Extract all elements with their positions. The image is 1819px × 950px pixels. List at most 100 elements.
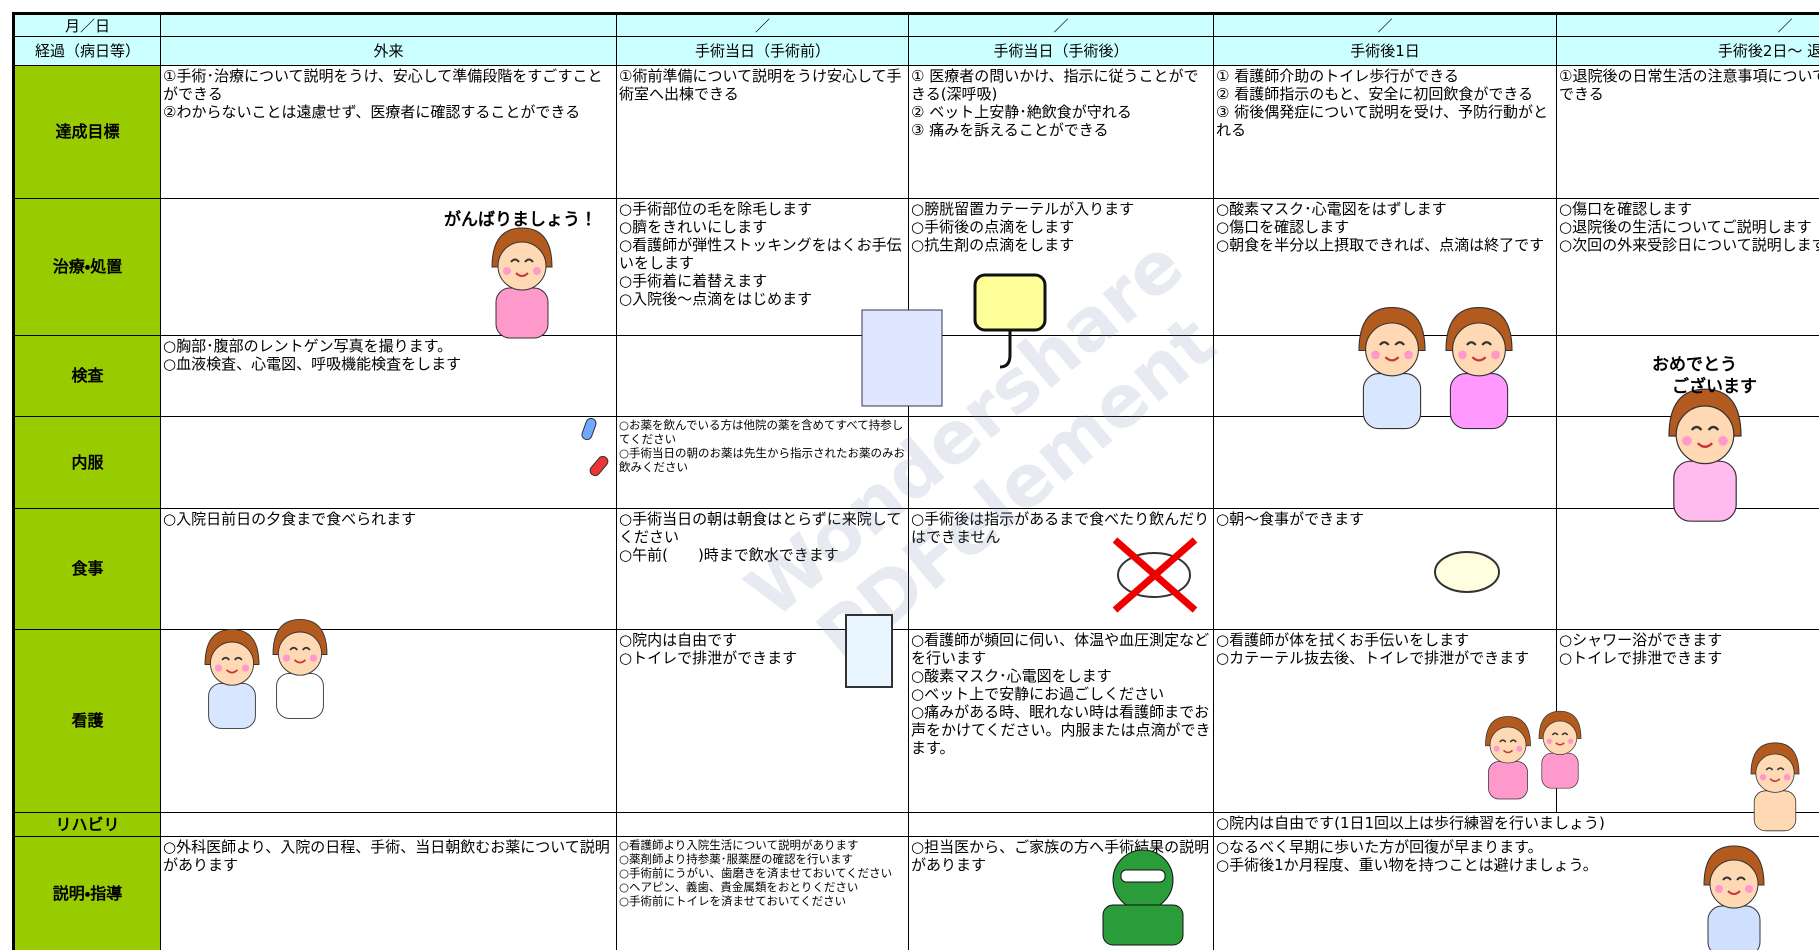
- cell: ○膀胱留置カテーテルが入ります ○手術後の点滴をします ○抗生剤の点滴をします: [908, 198, 1214, 336]
- cell-line: ○看護師より入院生活について説明があります: [619, 838, 859, 852]
- cell-line: ○院内は自由です(1日1回以上は歩行練習を行いましょう): [1216, 814, 1605, 832]
- date-cell: ／: [908, 13, 1214, 37]
- cell-line: ○院内は自由です: [619, 631, 738, 649]
- cell-line: ○看護師が体を拭くお手伝いをします: [1216, 631, 1470, 649]
- phase-cell: 外来: [160, 36, 617, 66]
- row-label: 説明・指導: [13, 836, 161, 950]
- cell-line: ② ベット上安静･絶飲食が守れる: [911, 103, 1132, 121]
- cell: ①術前準備について説明をうけ安心して手術室へ出棟できる: [616, 65, 909, 199]
- cell-line: ○入院日前日の夕食まで食べられます: [163, 510, 417, 528]
- cheer-text: がんばりましょう！: [444, 210, 597, 230]
- cell-line: ○看護師が弾性ストッキングをはくお手伝いをします: [619, 236, 902, 272]
- cell-line: ○手術後1か月程度、重い物を持つことは避けましょう。: [1216, 856, 1598, 874]
- cell: ○看護師より入院生活について説明があります ○薬剤師より持参薬･服薬歴の確認を行い…: [616, 836, 909, 950]
- cell-line: ○痛みがある時、眠れない時は看護師までお声をかけてください。内服または点滴ができ…: [911, 703, 1211, 757]
- row-label: 内服: [13, 416, 161, 509]
- cell-line: ①手術･治療について説明をうけ、安心して準備段階をすごすことができる: [163, 67, 603, 103]
- cell: ○院内は自由です ○トイレで排泄ができます: [616, 629, 909, 813]
- cell: ① 看護師介助のトイレ歩行ができる ② 看護師指示のもと、安全に初回飲食ができる ③…: [1213, 65, 1557, 199]
- cell-line: ②わからないことは遠慮せず、医療者に確認することができる: [163, 103, 581, 121]
- cell-line: ○手術部位の毛を除毛します: [619, 200, 813, 218]
- cell: ○看護師が頻回に伺い、体温や血圧測定などを行います ○酸素マスク･心電図をします ○…: [908, 629, 1214, 813]
- cell-line: ○看護師が頻回に伺い、体温や血圧測定などを行います: [911, 631, 1210, 667]
- cell: ①手術･治療について説明をうけ、安心して準備段階をすごすことができる ②わからない…: [160, 65, 617, 199]
- row: 治療・処置 ○手術部位の毛を除毛します ○臍をきれいにします ○看護師が弾性ストッキン…: [13, 198, 1819, 336]
- row-label: 検査: [13, 335, 161, 417]
- cell-line: ○なるべく早期に歩いた方が回復が早まります。: [1216, 838, 1543, 856]
- cell: ○院内は自由です(1日1回以上は歩行練習を行いましょう): [1213, 812, 1819, 837]
- congrats-text: おめでとう: [1652, 355, 1737, 375]
- cell-line: ①術前準備について説明をうけ安心して手術室へ出棟できる: [619, 67, 902, 103]
- cell: ○朝～食事ができます: [1213, 508, 1557, 630]
- cell: [616, 812, 909, 837]
- phase-cell: 手術後1日: [1213, 36, 1557, 66]
- cell: [160, 416, 617, 509]
- cell-line: ○胸部･腹部のレントゲン写真を撮ります。: [163, 337, 453, 355]
- cell-line: ① 看護師介助のトイレ歩行ができる: [1216, 67, 1459, 85]
- table-wrap: 月／日／／／／経過（病日等） 外来 手術当日（手術前） 手術当日（手術後） 手術後1日手…: [12, 12, 1819, 950]
- cell-line: ○酸素マスク･心電図をはずします: [1216, 200, 1447, 218]
- cell-line: ○朝～食事ができます: [1216, 510, 1365, 528]
- cell: ○入院日前日の夕食まで食べられます: [160, 508, 617, 630]
- phase-cell: 手術後2日～ 退院日: [1556, 36, 1819, 66]
- cell: ○手術部位の毛を除毛します ○臍をきれいにします ○看護師が弾性ストッキングをはくお…: [616, 198, 909, 336]
- cell-line: ○トイレで排泄ができます: [619, 649, 798, 667]
- cell-line: ○お薬を飲んでいる方は他院の薬を含めてすべて持参してください: [619, 418, 904, 446]
- cell-line: ○カテーテル抜去後、トイレで排泄ができます: [1216, 649, 1530, 667]
- cell: [1556, 508, 1819, 630]
- cell-line: ○ベット上で安静にお過ごしください: [911, 685, 1165, 703]
- cell-line: ③ 術後偶発症について説明を受け、予防行動がとれる: [1216, 103, 1549, 139]
- cell-line: ○手術後の点滴をします: [911, 218, 1075, 236]
- cell-line: ○次回の外来受診日について説明します: [1559, 236, 1819, 254]
- cell-line: ○朝食を半分以上摂取できれば、点滴は終了です: [1216, 236, 1545, 254]
- cell-line: ② 看護師指示のもと、安全に初回飲食ができる: [1216, 85, 1534, 103]
- row-label: 食事: [13, 508, 161, 630]
- cell: [160, 629, 617, 813]
- cell: ○看護師が体を拭くお手伝いをします ○カテーテル抜去後、トイレで排泄ができます: [1213, 629, 1557, 813]
- cell-line: ○抗生剤の点滴をします: [911, 236, 1075, 254]
- cell-line: ○入院後～点滴をはじめます: [619, 290, 813, 308]
- cell-line: ○薬剤師より持参薬･服薬歴の確認を行います: [619, 852, 854, 866]
- row: 達成目標 ①手術･治療について説明をうけ、安心して準備段階をすごすことができる ②わ…: [13, 65, 1819, 199]
- header-row: 月／日／／／／: [13, 13, 1819, 37]
- row: 食事 ○入院日前日の夕食まで食べられます ○手術当日の朝は朝食はとらずに来院してくだ…: [13, 508, 1819, 630]
- cell: [1213, 335, 1557, 417]
- cell-line: ○臍をきれいにします: [619, 218, 768, 236]
- phase-cell: 手術当日（手術後）: [908, 36, 1214, 66]
- cell-line: ○トイレで排泄できます: [1559, 649, 1723, 667]
- cell-line: ○午前( )時まで飲水できます: [619, 546, 839, 564]
- row: 説明・指導 ○外科医師より、入院の日程、手術、当日朝飲むお薬について説明があります…: [13, 836, 1819, 950]
- row: リハビリ ○院内は自由です(1日1回以上は歩行練習を行いましょう): [13, 812, 1819, 837]
- cell: [1556, 335, 1819, 417]
- cell-line: ① 医療者の問いかけ、指示に従うことができる(深呼吸): [911, 67, 1199, 103]
- congrats-text: ございます: [1672, 377, 1757, 397]
- cell-line: ○外科医師より、入院の日程、手術、当日朝飲むお薬について説明があります: [163, 838, 610, 874]
- cell-line: ○担当医から、ご家族の方へ手術結果の説明があります: [911, 838, 1210, 874]
- cell: ○胸部･腹部のレントゲン写真を撮ります。 ○血液検査、心電図、呼吸機能検査をします: [160, 335, 617, 417]
- pathway-table: 月／日／／／／経過（病日等） 外来 手術当日（手術前） 手術当日（手術後） 手術後1日手…: [12, 12, 1819, 950]
- row-label: リハビリ: [13, 812, 161, 837]
- row: 内服 ○お薬を飲んでいる方は他院の薬を含めてすべて持参してください ○手術当日の朝の…: [13, 416, 1819, 509]
- row-label: 治療・処置: [13, 198, 161, 336]
- cell: ①退院後の日常生活の注意事項について説明を受け、安心して退院できる: [1556, 65, 1819, 199]
- date-cell: ／: [1556, 13, 1819, 37]
- cell: [616, 335, 909, 417]
- row-label: 看護: [13, 629, 161, 813]
- cell: [908, 812, 1214, 837]
- row: 検査 ○胸部･腹部のレントゲン写真を撮ります。 ○血液検査、心電図、呼吸機能検査をし…: [13, 335, 1819, 417]
- row: 看護 ○院内は自由です ○トイレで排泄ができます ○看護師が頻回に伺い、体温や血圧測定…: [13, 629, 1819, 813]
- cell: ○傷口を確認します ○退院後の生活についてご説明します ○次回の外来受診日について説…: [1556, 198, 1819, 336]
- cell-line: ○ヘアピン、義歯、貴金属類をおとりください: [619, 880, 859, 894]
- cell: [1213, 416, 1557, 509]
- cell-line: ○手術当日の朝のお薬は先生から指示されたお薬のみお飲みください: [619, 446, 906, 474]
- cell: [160, 812, 617, 837]
- cell-line: ○膀胱留置カテーテルが入ります: [911, 200, 1135, 218]
- cell-line: ○手術後は指示があるまで食べたり飲んだりはできません: [911, 510, 1210, 546]
- cell: ○手術当日の朝は朝食はとらずに来院してください ○午前( )時まで飲水できます: [616, 508, 909, 630]
- phase-cell: 手術当日（手術前）: [616, 36, 909, 66]
- cell-line: ○手術前にトイレを済ませておいてください: [619, 894, 847, 908]
- cell: ○なるべく早期に歩いた方が回復が早まります。 ○手術後1か月程度、重い物を持つこと…: [1213, 836, 1819, 950]
- phase-label: 経過（病日等）: [13, 36, 161, 66]
